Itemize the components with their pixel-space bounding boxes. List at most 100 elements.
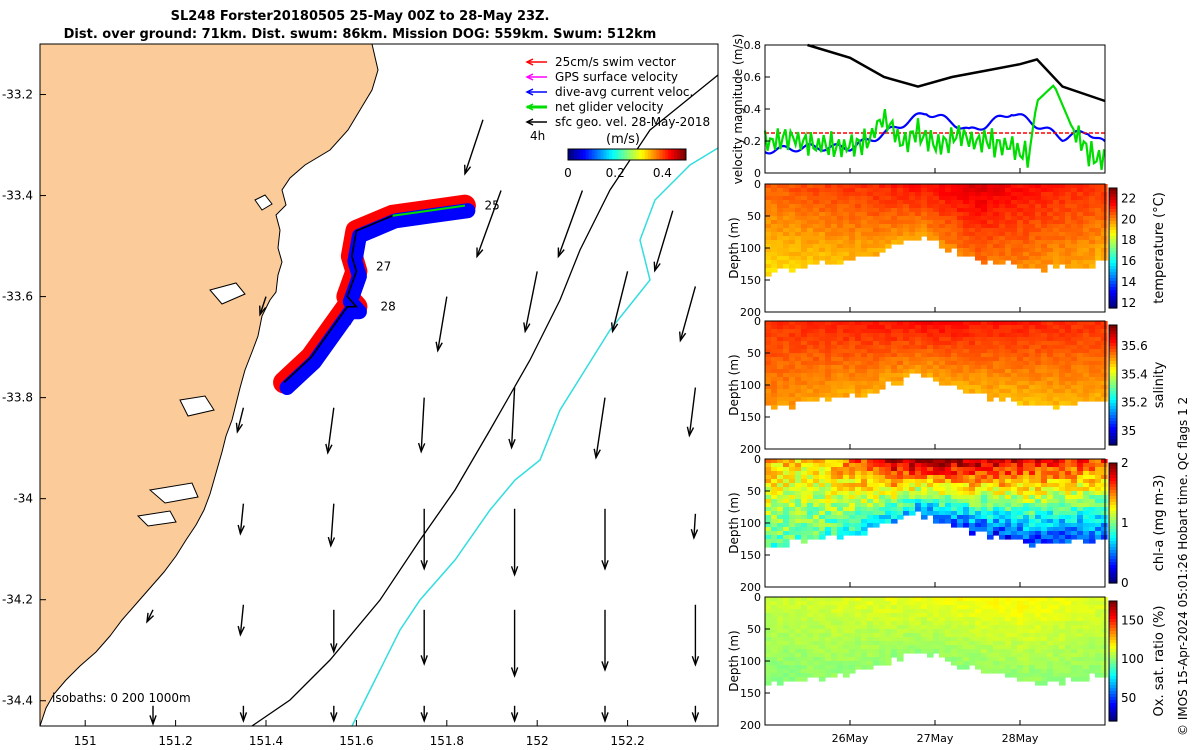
section-cell [861, 515, 868, 520]
section-cell [1077, 208, 1084, 213]
map-colorbar-cell [588, 149, 593, 160]
section-cell [1083, 228, 1090, 233]
section-cell [873, 479, 880, 484]
section-cell [819, 515, 826, 520]
section-cell [1083, 212, 1090, 217]
section-cell [807, 196, 814, 201]
section-cell [1029, 645, 1036, 650]
section-cell [783, 467, 790, 472]
section-cell [801, 483, 808, 488]
section-cell [1065, 535, 1072, 540]
section-cell [1095, 397, 1102, 402]
section-cell [867, 515, 874, 520]
section-cell [909, 357, 916, 362]
section-cell [951, 503, 958, 508]
section-cell [981, 495, 988, 500]
section-cell [963, 329, 970, 334]
temperature-colorbar-cell [1109, 284, 1117, 288]
section-cell [1077, 649, 1084, 654]
section-cell [945, 503, 952, 508]
section-cell [915, 216, 922, 221]
section-cell [1011, 369, 1018, 374]
section-cell [1023, 665, 1030, 670]
section-cell [975, 188, 982, 193]
section-cell [987, 503, 994, 508]
section-cell [1047, 633, 1054, 638]
temperature-colorbar-cell [1109, 191, 1117, 195]
section-cell [771, 228, 778, 233]
section-cell [1023, 337, 1030, 342]
section-cell [789, 657, 796, 662]
section-cell [957, 248, 964, 253]
section-cell [795, 507, 802, 512]
section-cell [957, 507, 964, 512]
temperature-colorbar-tick: 20 [1121, 212, 1136, 226]
section-cell [957, 645, 964, 650]
section-cell [939, 641, 946, 646]
section-cell [783, 479, 790, 484]
section-cell [777, 641, 784, 646]
section-cell [873, 224, 880, 229]
temperature-colorbar-cell [1109, 251, 1117, 255]
section-cell [813, 483, 820, 488]
section-cell [1089, 507, 1096, 512]
temperature-colorbar-cell [1109, 278, 1117, 282]
section-cell [783, 220, 790, 225]
section-cell [999, 377, 1006, 382]
section-cell [1029, 381, 1036, 386]
section-cell [939, 232, 946, 237]
section-cell [891, 633, 898, 638]
section-cell [975, 357, 982, 362]
section-cell [1023, 519, 1030, 524]
section-cell [957, 649, 964, 654]
section-cell [819, 353, 826, 358]
section-cell [963, 657, 970, 662]
section-cell [1077, 224, 1084, 229]
section-cell [855, 381, 862, 386]
map-colorbar-cell [671, 149, 675, 160]
section-cell [1101, 605, 1108, 610]
section-cell [1035, 637, 1042, 642]
section-cell [1053, 527, 1060, 532]
section-cell [825, 252, 832, 257]
section-cell [801, 617, 808, 622]
section-cell [837, 609, 844, 614]
section-cell [897, 341, 904, 346]
section-cell [1071, 184, 1078, 189]
section-cell [783, 256, 790, 261]
section-cell [789, 499, 796, 504]
section-cell [987, 507, 994, 512]
section-cell [789, 208, 796, 213]
section-cell [1029, 208, 1036, 213]
section-cell [795, 248, 802, 253]
section-cell [939, 471, 946, 476]
section-cell [987, 657, 994, 662]
section-cell [789, 475, 796, 480]
section-cell [927, 605, 934, 610]
section-cell [903, 184, 910, 189]
section-cell [1035, 228, 1042, 233]
section-cell [957, 240, 964, 245]
section-cell [1053, 609, 1060, 614]
section-cell [1047, 459, 1054, 464]
section-cell [807, 341, 814, 346]
section-cell [837, 200, 844, 205]
section-cell [1071, 329, 1078, 334]
section-cell [837, 661, 844, 666]
section-cell [1041, 393, 1048, 398]
section-cell [771, 321, 778, 326]
section-cell [873, 661, 880, 666]
section-cell [831, 204, 838, 209]
section-cell [1059, 232, 1066, 237]
section-cell [993, 196, 1000, 201]
chla-colorbar-cell [1109, 475, 1117, 479]
section-cell [1041, 669, 1048, 674]
section-cell [1053, 244, 1060, 249]
section-cell [975, 629, 982, 634]
section-cell [981, 377, 988, 382]
section-cell [939, 329, 946, 334]
section-cell [1101, 212, 1108, 217]
section-cell [1035, 389, 1042, 394]
section-cell [1011, 365, 1018, 370]
section-cell [1089, 649, 1096, 654]
